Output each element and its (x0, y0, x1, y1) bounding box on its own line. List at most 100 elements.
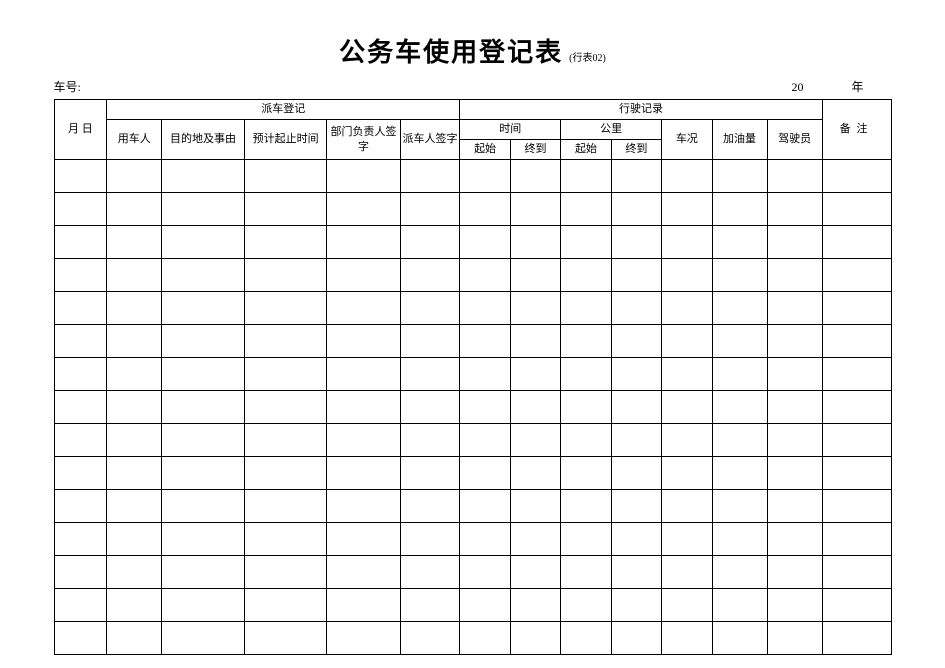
col-km-end: 终到 (611, 140, 661, 160)
table-cell (611, 589, 661, 622)
table-cell (510, 424, 560, 457)
table-cell (162, 523, 245, 556)
table-cell (510, 193, 560, 226)
table-cell (712, 490, 767, 523)
table-cell (54, 193, 107, 226)
table-row (54, 160, 891, 193)
table-cell (107, 424, 162, 457)
table-cell (460, 358, 510, 391)
col-dispatch-group: 派车登记 (107, 100, 460, 120)
table-cell (561, 358, 611, 391)
table-cell (107, 193, 162, 226)
page-title: 公务车使用登记表 (339, 38, 563, 67)
table-cell (561, 226, 611, 259)
table-cell (510, 325, 560, 358)
table-header: 月 日 派车登记 行驶记录 备注 用车人 目的地及事由 预计起止时间 部门负责人… (54, 100, 891, 160)
col-driver: 驾驶员 (767, 120, 822, 160)
table-cell (561, 424, 611, 457)
table-cell (822, 622, 891, 655)
table-cell (611, 259, 661, 292)
table-cell (510, 259, 560, 292)
table-cell (767, 358, 822, 391)
table-cell (822, 259, 891, 292)
table-cell (611, 622, 661, 655)
table-cell (662, 391, 712, 424)
table-cell (767, 292, 822, 325)
table-cell (107, 589, 162, 622)
table-cell (611, 325, 661, 358)
table-cell (400, 457, 460, 490)
table-cell (400, 622, 460, 655)
table-cell (162, 622, 245, 655)
table-body (54, 160, 891, 655)
table-cell (822, 160, 891, 193)
registration-table: 月 日 派车登记 行驶记录 备注 用车人 目的地及事由 预计起止时间 部门负责人… (54, 99, 892, 655)
table-row (54, 589, 891, 622)
table-cell (662, 160, 712, 193)
table-cell (244, 391, 327, 424)
table-cell (712, 259, 767, 292)
table-cell (712, 523, 767, 556)
table-cell (162, 292, 245, 325)
table-row (54, 523, 891, 556)
table-cell (712, 160, 767, 193)
table-cell (611, 457, 661, 490)
table-cell (54, 358, 107, 391)
table-cell (400, 391, 460, 424)
table-cell (611, 424, 661, 457)
table-cell (107, 292, 162, 325)
table-cell (460, 325, 510, 358)
title-row: 公务车使用登记表 (行表02) (0, 0, 945, 77)
table-cell (107, 457, 162, 490)
table-cell (767, 193, 822, 226)
table-cell (561, 292, 611, 325)
table-cell (244, 160, 327, 193)
table-cell (107, 622, 162, 655)
table-cell (54, 490, 107, 523)
table-cell (244, 424, 327, 457)
table-row (54, 259, 891, 292)
table-cell (822, 193, 891, 226)
table-row (54, 490, 891, 523)
table-cell (822, 490, 891, 523)
table-cell (327, 457, 400, 490)
table-cell (400, 259, 460, 292)
table-cell (611, 523, 661, 556)
col-dest: 目的地及事由 (162, 120, 245, 160)
table-cell (712, 589, 767, 622)
table-row (54, 358, 891, 391)
table-cell (662, 292, 712, 325)
table-row (54, 325, 891, 358)
table-cell (460, 490, 510, 523)
table-cell (400, 556, 460, 589)
table-cell (822, 226, 891, 259)
table-cell (244, 490, 327, 523)
table-cell (460, 424, 510, 457)
table-cell (162, 325, 245, 358)
col-disp: 派车人签字 (400, 120, 460, 160)
table-cell (712, 193, 767, 226)
table-cell (662, 523, 712, 556)
table-cell (662, 193, 712, 226)
table-cell (460, 226, 510, 259)
table-cell (400, 292, 460, 325)
table-cell (460, 391, 510, 424)
table-cell (662, 226, 712, 259)
table-cell (244, 622, 327, 655)
col-time-end: 终到 (510, 140, 560, 160)
table-cell (611, 160, 661, 193)
table-cell (822, 523, 891, 556)
table-cell (107, 259, 162, 292)
col-mgr: 部门负责人签字 (327, 120, 400, 160)
table-cell (54, 523, 107, 556)
col-km-group: 公里 (561, 120, 662, 140)
table-cell (54, 622, 107, 655)
table-cell (244, 589, 327, 622)
table-cell (327, 160, 400, 193)
table-cell (712, 325, 767, 358)
table-cell (327, 424, 400, 457)
table-cell (767, 391, 822, 424)
year-prefix: 20 (791, 80, 803, 94)
table-cell (162, 160, 245, 193)
year-label: 20 年 (791, 78, 863, 95)
